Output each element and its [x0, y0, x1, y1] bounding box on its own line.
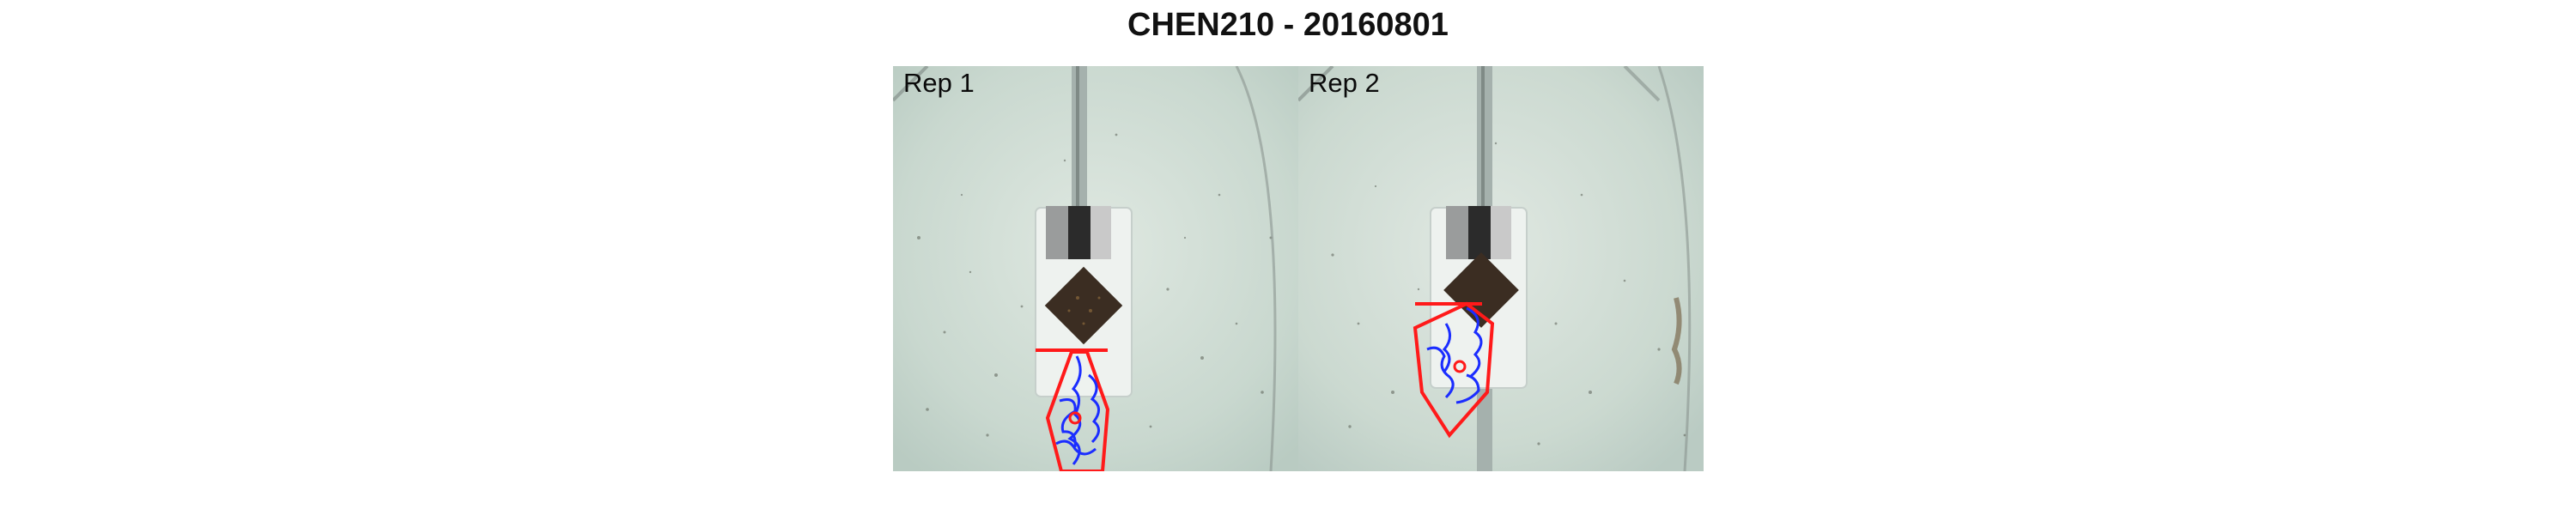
rep-2-label: Rep 2 [1309, 68, 1380, 98]
rep-2-photo [1298, 66, 1704, 471]
figure-title: CHEN210 - 20160801 [1127, 7, 1449, 43]
rep-1-image-panel: Rep 1 [893, 66, 1298, 471]
rep-2-image-panel: Rep 2 [1298, 66, 1704, 471]
rep-1-photo [893, 66, 1298, 471]
rep-1-label: Rep 1 [903, 68, 975, 98]
